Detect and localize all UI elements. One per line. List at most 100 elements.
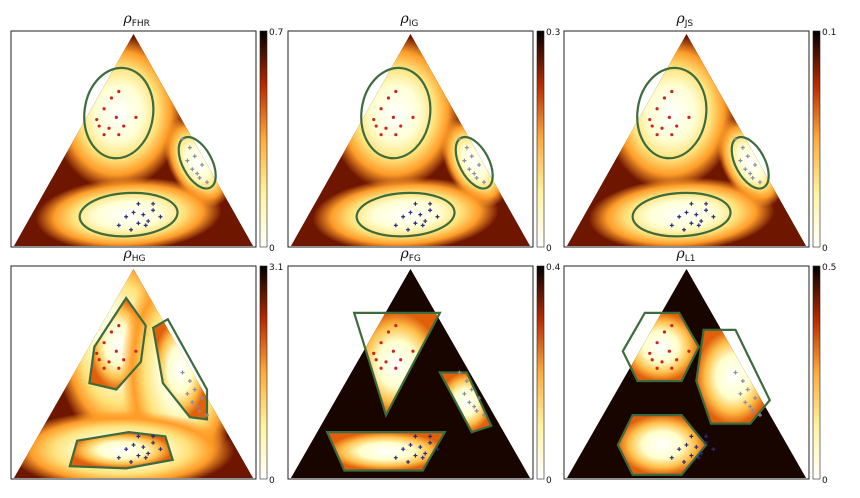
sample-marker-class-b: [477, 396, 482, 401]
sample-marker-class-b: [743, 167, 748, 172]
sample-marker-class-a: [386, 330, 391, 334]
confidence-contour: [454, 135, 494, 190]
sample-marker-class-a: [379, 341, 383, 345]
sample-marker-class-c: [677, 447, 682, 452]
sample-marker-class-c: [124, 447, 129, 452]
sample-marker-class-b: [740, 379, 745, 384]
sample-marker-class-a: [399, 358, 403, 362]
confidence-contour: [151, 317, 209, 421]
sample-marker-class-c: [699, 219, 704, 224]
sample-marker-class-c: [393, 223, 398, 228]
sample-marker-class-c: [143, 455, 148, 460]
sample-marker-class-a: [374, 124, 378, 128]
sample-marker-class-a: [411, 349, 415, 353]
sample-marker-class-a: [670, 133, 674, 137]
colorbar: [259, 265, 268, 480]
sample-marker-class-b: [738, 391, 743, 396]
panel-js: ρJS 0.1 0: [563, 11, 836, 254]
sample-marker-class-a: [391, 115, 395, 119]
sample-marker-class-c: [689, 453, 694, 458]
sample-marker-class-a: [687, 115, 691, 119]
colorbar: [536, 265, 545, 480]
sample-marker-class-b: [180, 137, 185, 141]
sample-marker-class-b: [197, 408, 202, 413]
sample-marker-class-c: [669, 223, 674, 228]
sample-marker-class-a: [394, 324, 398, 328]
confidence-contour: [325, 431, 447, 472]
colorbar-min-label: 0: [269, 244, 275, 254]
sample-marker-class-a: [372, 351, 376, 355]
sample-marker-class-b: [467, 167, 472, 172]
sample-marker-class-c: [689, 201, 694, 206]
sample-marker-class-c: [401, 214, 406, 219]
sample-marker-class-a: [114, 349, 118, 353]
sample-marker-class-c: [136, 221, 141, 226]
sample-marker-class-a: [97, 124, 101, 128]
sample-marker-class-a: [102, 133, 106, 137]
confidence-contour: [616, 414, 708, 476]
panel-fhr: ρFHR 0.7 0: [10, 11, 283, 254]
sample-marker-class-c: [116, 455, 121, 460]
sample-marker-class-c: [146, 451, 151, 456]
sample-marker-class-c: [129, 227, 134, 232]
sample-marker-class-b: [733, 370, 738, 375]
sample-marker-class-b: [187, 145, 192, 150]
sample-marker-class-c: [669, 455, 674, 460]
sample-marker-class-c: [420, 455, 425, 460]
sample-marker-class-b: [205, 180, 209, 185]
confidence-contour: [636, 66, 708, 160]
sample-marker-class-c: [423, 219, 428, 224]
sample-marker-class-c: [151, 434, 156, 439]
sample-marker-class-c: [696, 455, 701, 460]
sample-marker-class-a: [102, 107, 106, 111]
sample-marker-class-a: [107, 126, 111, 130]
sample-marker-class-a: [379, 366, 383, 370]
sample-marker-class-c: [158, 214, 163, 219]
sample-marker-class-a: [655, 366, 659, 370]
sample-marker-class-a: [374, 358, 378, 362]
confidence-contour: [352, 311, 442, 418]
sample-marker-class-a: [117, 133, 121, 137]
panel-title: ρFHR: [123, 11, 150, 29]
colorbar-max-label: 0.5: [822, 263, 836, 273]
sample-marker-class-a: [399, 124, 403, 128]
panel-hg: ρHG 3.1 0: [10, 246, 283, 486]
sample-marker-class-b: [740, 145, 745, 150]
sample-marker-class-b: [743, 400, 748, 405]
sample-marker-class-c: [423, 451, 428, 456]
sample-marker-class-a: [687, 349, 691, 353]
panel-l1: ρL1 0.5 0: [563, 246, 836, 486]
sample-marker-class-b: [738, 158, 743, 163]
confidence-contour: [730, 135, 770, 190]
sample-marker-class-b: [748, 404, 753, 409]
colorbar-max-label: 0.3: [546, 28, 560, 38]
sample-marker-class-a: [386, 96, 391, 100]
sample-marker-class-b: [733, 137, 738, 141]
sample-marker-class-a: [95, 117, 99, 122]
sample-marker-class-a: [379, 133, 383, 137]
sample-marker-class-c: [408, 210, 413, 215]
sample-marker-class-a: [648, 351, 652, 355]
sample-marker-class-a: [675, 124, 679, 128]
sample-marker-class-b: [197, 175, 202, 180]
sample-marker-class-b: [469, 154, 474, 159]
sample-marker-class-b: [482, 413, 486, 418]
sample-marker-class-c: [136, 434, 141, 439]
sample-marker-class-a: [109, 330, 114, 334]
sample-marker-class-c: [428, 434, 433, 439]
confidence-contour: [68, 431, 175, 470]
sample-marker-class-c: [141, 212, 146, 217]
sample-marker-class-c: [677, 214, 682, 219]
sample-marker-class-a: [670, 89, 674, 94]
sample-marker-class-b: [758, 180, 762, 185]
colorbar-max-label: 3.1: [269, 263, 283, 273]
confidence-contour: [177, 135, 217, 190]
colorbar-max-label: 0.7: [269, 28, 283, 38]
sample-marker-class-a: [670, 324, 674, 328]
colorbar: [812, 265, 821, 480]
sample-marker-class-c: [393, 455, 398, 460]
sample-marker-class-b: [190, 167, 195, 172]
sample-marker-class-c: [704, 440, 709, 445]
sample-marker-class-a: [122, 124, 126, 128]
